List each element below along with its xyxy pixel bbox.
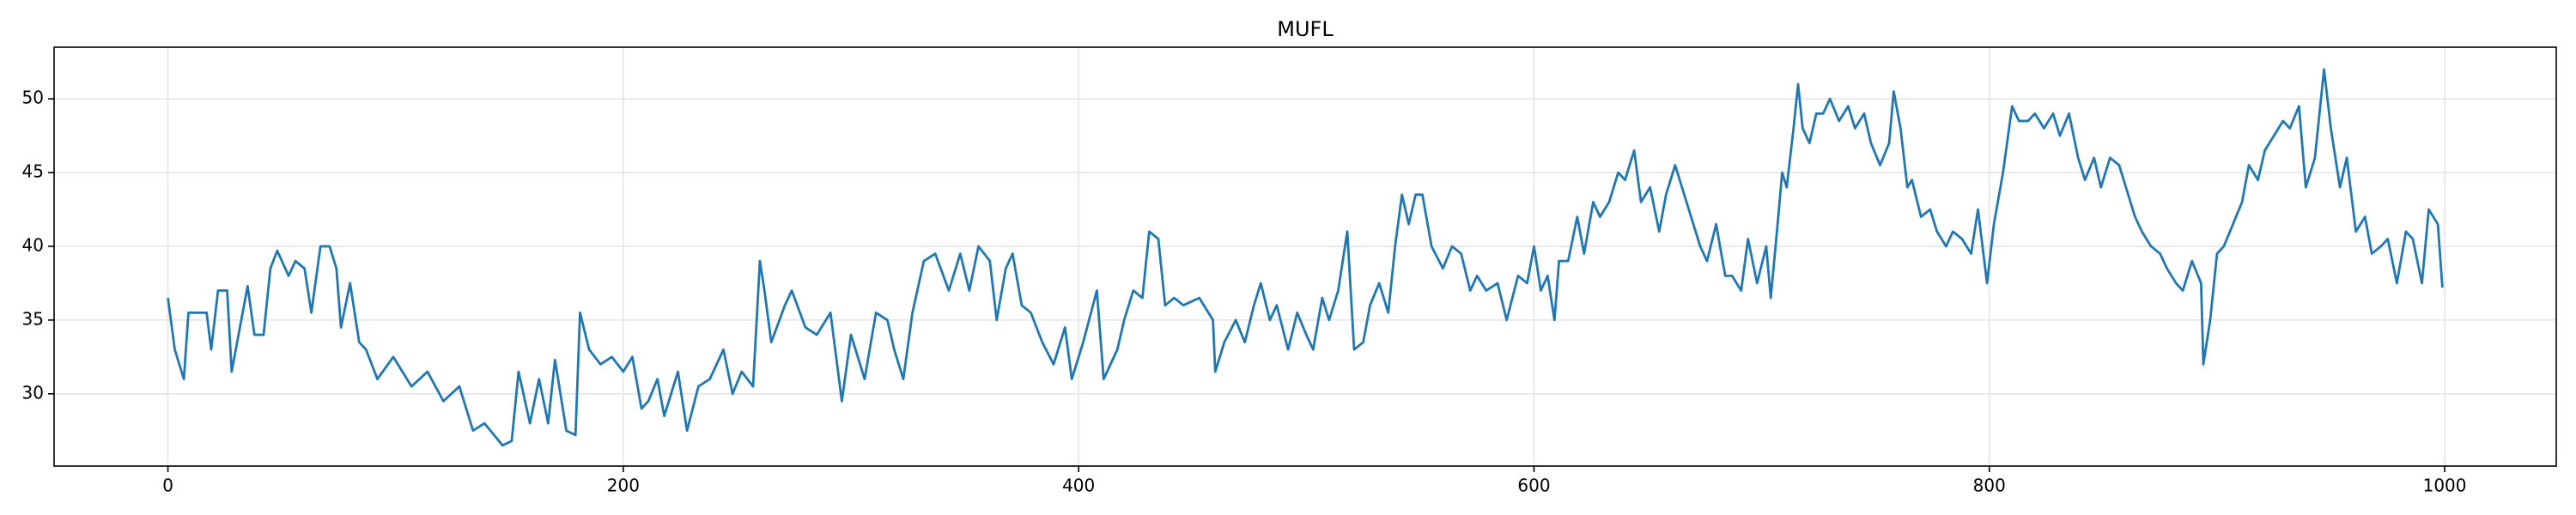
x-tick-label: 400 xyxy=(1062,476,1095,496)
data-line xyxy=(167,68,2444,447)
y-tick-label: 30 xyxy=(22,382,44,403)
y-tick-label: 35 xyxy=(22,308,44,329)
x-tick-label: 800 xyxy=(1973,476,2006,496)
x-tick-label: 600 xyxy=(1517,476,1550,496)
x-tick-label: 200 xyxy=(607,476,640,496)
y-tick-label: 50 xyxy=(22,88,44,108)
y-tick-label: 45 xyxy=(22,161,44,182)
x-tick-label: 1000 xyxy=(2423,476,2467,496)
x-tick-label: 0 xyxy=(162,476,173,496)
y-tick-label: 40 xyxy=(22,234,44,255)
plot-frame xyxy=(53,46,2557,467)
chart-title: MUFL xyxy=(1277,17,1334,41)
